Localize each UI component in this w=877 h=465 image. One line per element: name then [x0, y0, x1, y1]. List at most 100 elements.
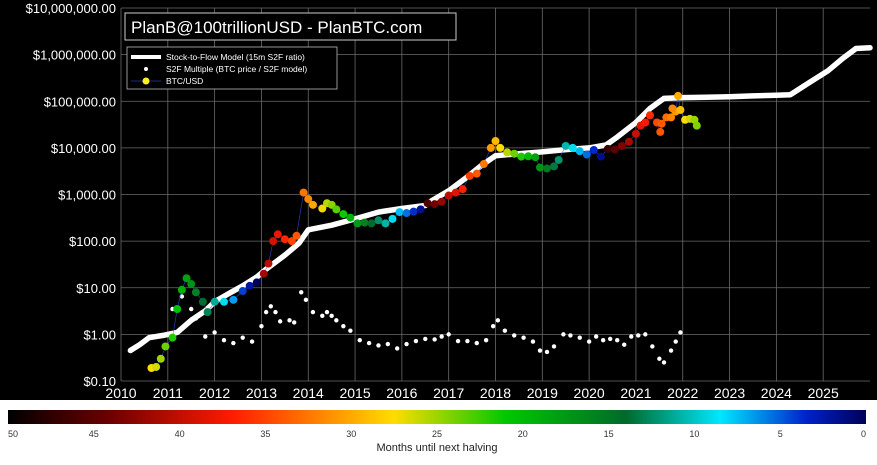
btc-usd-point — [156, 354, 165, 363]
btc-usd-point — [596, 152, 605, 161]
btc-usd-point — [610, 145, 619, 154]
btc-usd-point — [510, 149, 519, 158]
s2f-multiple-point — [586, 339, 592, 344]
s2f-multiple-point — [551, 344, 557, 349]
s2f-multiple-point — [673, 339, 678, 344]
chart-title-box: PlanB@100trillionUSD - PlanBTC.com — [124, 12, 457, 41]
btc-usd-point — [308, 200, 317, 209]
colorbar-tick-label: 25 — [432, 429, 442, 439]
btc-usd-point — [617, 141, 626, 150]
btc-usd-point — [409, 207, 418, 216]
s2f-multiple-point — [221, 338, 227, 343]
s2f-multiple-point — [446, 332, 451, 337]
s2f-multiple-point — [268, 304, 273, 309]
s2f-multiple-point — [600, 338, 606, 343]
x-tick-label: 2020 — [574, 385, 605, 401]
s2f-multiple-point — [203, 334, 208, 339]
s2f-multiple-point — [465, 338, 470, 344]
btc-usd-point — [346, 213, 355, 222]
btc-usd-point — [161, 342, 170, 351]
btc-usd-point — [676, 105, 685, 114]
s2f-multiple-point — [310, 309, 316, 315]
btc-usd-point — [304, 195, 313, 204]
btc-usd-point — [524, 152, 533, 161]
btc-usd-point — [187, 280, 196, 289]
s2f-multiple-point — [668, 348, 674, 353]
btc-usd-point — [245, 281, 254, 290]
btc-usd-point — [668, 104, 677, 113]
btc-usd-point — [423, 199, 432, 208]
btc-usd-point — [575, 147, 584, 156]
s2f-multiple-point — [483, 338, 489, 343]
s2f-multiple-point — [537, 348, 543, 353]
btc-usd-point — [568, 143, 577, 152]
s2f-multiple-series — [170, 290, 683, 365]
x-tick-label: 2017 — [433, 385, 464, 401]
s2f-multiple-point — [650, 344, 655, 349]
btc-usd-point — [280, 235, 289, 244]
btc-usd-point — [299, 188, 308, 197]
x-axis: 2010 2011 2012 2013 2014 2015 2016 2017 2018 2019… — [105, 385, 839, 401]
s2f-multiple-point — [404, 341, 409, 347]
colorbar-ticks: 50 45 40 35 30 25 20 15 10 5 0 — [8, 429, 866, 439]
y-tick-label: $100.00 — [69, 234, 116, 249]
s2f-multiple-point — [568, 333, 573, 338]
btc-usd-point — [177, 285, 186, 294]
btc-usd-point — [458, 185, 467, 194]
s2f-multiple-point — [299, 290, 304, 295]
colorbar-tick-label: 20 — [518, 429, 528, 439]
s2f-multiple-point — [593, 334, 599, 339]
s2f-multiple-point — [657, 356, 662, 361]
btc-usd-point — [402, 209, 411, 218]
btc-usd-point — [624, 137, 633, 146]
s2f-multiple-point — [329, 313, 334, 319]
btc-usd-point — [252, 278, 261, 287]
y-tick-label: $1,000,000.00 — [33, 48, 116, 63]
x-tick-label: 2024 — [761, 385, 792, 401]
x-tick-label: 2015 — [339, 385, 370, 401]
btc-usd-point — [191, 288, 200, 297]
s2f-multiple-point — [643, 332, 648, 337]
colorbar-tick-label: 35 — [260, 429, 270, 439]
s2f-multiple-point — [341, 323, 346, 329]
colorbar-label: Months until next halving — [376, 442, 497, 454]
btc-usd-point — [645, 111, 654, 120]
btc-usd-point — [437, 197, 446, 206]
legend-btc-swatch — [142, 77, 150, 85]
colorbar-tick-label: 10 — [689, 429, 699, 439]
s2f-multiple-point — [423, 336, 428, 342]
legend: Stock-to-Flow Model (15m S2F ratio) S2F … — [126, 46, 338, 90]
y-tick-label: $10.00 — [76, 281, 116, 296]
s2f-multiple-point — [231, 340, 236, 346]
btc-usd-point — [465, 171, 474, 180]
x-tick-label: 2023 — [714, 385, 745, 401]
btc-usd-point — [554, 155, 563, 164]
btc-usd-point — [517, 152, 526, 161]
btc-usd-point — [210, 297, 219, 306]
x-tick-label: 2018 — [480, 385, 511, 401]
s2f-multiple-point — [512, 333, 517, 338]
s2f-multiple-point — [413, 338, 419, 344]
s2f-multiple-point — [474, 340, 479, 346]
x-tick-label: 2011 — [153, 385, 183, 401]
btc-usd-point — [479, 160, 488, 169]
btc-usd-point — [451, 188, 460, 197]
s2f-multiple-point — [521, 335, 526, 340]
s2f-multiple-point — [249, 339, 255, 344]
s2f-multiple-point — [495, 318, 501, 323]
btc-usd-point — [589, 146, 598, 155]
s2f-multiple-point — [357, 338, 362, 343]
btc-usd-point — [496, 143, 505, 152]
y-tick-label: $10,000,000.00 — [26, 1, 116, 16]
btc-usd-point — [292, 231, 301, 240]
s2f-multiple-point — [385, 341, 391, 347]
s2f-multiple-point — [502, 328, 508, 333]
s2f-multiple-point — [366, 340, 372, 346]
s2f-multiple-point — [303, 297, 309, 303]
s2f-multiple-point — [348, 328, 353, 333]
btc-usd-point — [542, 164, 551, 173]
s2f-multiple-point — [320, 313, 325, 319]
s2f-multiple-point — [544, 349, 550, 355]
btc-usd-point — [381, 219, 390, 228]
colorbar-tick-label: 0 — [861, 429, 866, 439]
